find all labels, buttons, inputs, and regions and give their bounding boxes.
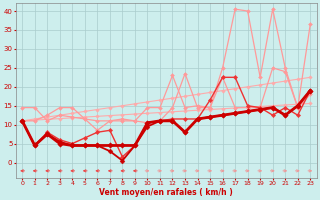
X-axis label: Vent moyen/en rafales ( km/h ): Vent moyen/en rafales ( km/h ) (100, 188, 233, 197)
